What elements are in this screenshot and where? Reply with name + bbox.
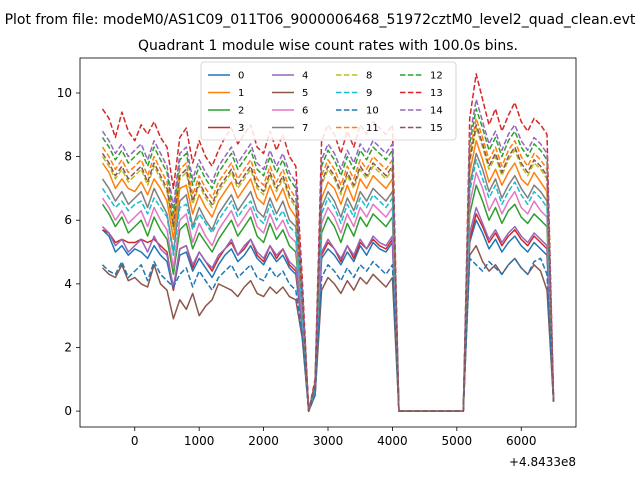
- x-tick-label: 3000: [313, 434, 344, 448]
- series-line-4: [101, 206, 555, 412]
- x-tick-label: 6000: [506, 434, 537, 448]
- legend-label-14: 14: [430, 106, 443, 117]
- legend-label-8: 8: [366, 71, 372, 82]
- legend-label-12: 12: [430, 71, 443, 82]
- legend-label-5: 5: [302, 88, 308, 99]
- y-tick-label: 10: [57, 86, 72, 100]
- x-axis: 0 1000 2000 3000 4000 5000 6000: [131, 427, 537, 448]
- series-line-15: [101, 124, 555, 412]
- figure-suptitle: Plot from file: modeM0/AS1C09_011T06_900…: [5, 12, 636, 28]
- legend-label-11: 11: [366, 123, 379, 134]
- y-tick-label: 6: [64, 213, 72, 227]
- legend-label-4: 4: [302, 71, 308, 82]
- legend-label-2: 2: [238, 106, 244, 117]
- series-line-13: [101, 73, 555, 412]
- legend-label-7: 7: [302, 123, 308, 134]
- series-line-9: [101, 159, 555, 412]
- chart-title: Quadrant 1 module wise count rates with …: [138, 38, 518, 54]
- legend-label-3: 3: [238, 123, 244, 134]
- legend-box: [200, 61, 457, 141]
- series-lines: [101, 73, 555, 412]
- y-tick-label: 0: [64, 404, 72, 418]
- y-tick-label: 2: [64, 340, 72, 354]
- series-line-14: [101, 98, 555, 412]
- legend-label-10: 10: [366, 106, 379, 117]
- x-tick-label: 1000: [184, 434, 215, 448]
- x-tick-label: 4000: [377, 434, 408, 448]
- x-offset-label: +4.8433e8: [509, 455, 576, 469]
- x-tick-label: 0: [131, 434, 139, 448]
- x-tick-label: 5000: [442, 434, 473, 448]
- series-line-5: [101, 244, 555, 412]
- legend-label-6: 6: [302, 106, 308, 117]
- legend-label-0: 0: [238, 71, 244, 82]
- x-tick-label: 2000: [248, 434, 279, 448]
- legend-label-13: 13: [430, 88, 443, 99]
- y-tick-label: 4: [64, 277, 72, 291]
- y-tick-label: 8: [64, 150, 72, 164]
- legend-label-9: 9: [366, 88, 372, 99]
- series-line-10: [101, 257, 555, 412]
- legend-label-15: 15: [430, 123, 443, 134]
- legend-label-1: 1: [238, 88, 244, 99]
- y-axis: 0 2 4 6 8 10: [57, 86, 80, 418]
